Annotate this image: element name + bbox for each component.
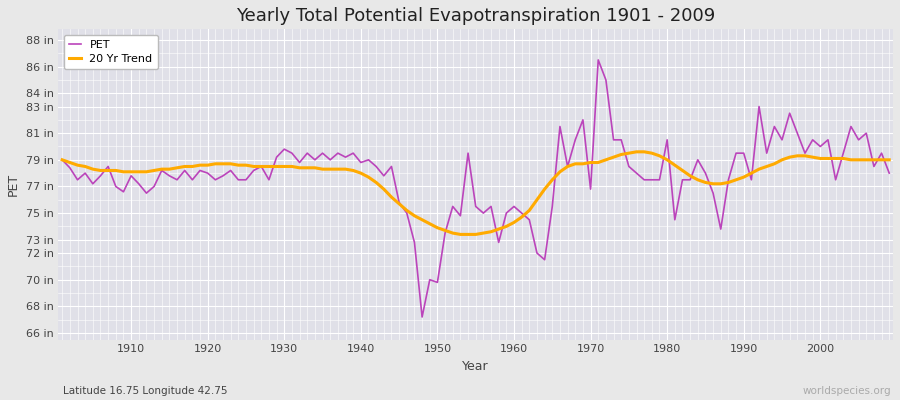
20 Yr Trend bbox=[332, 167, 343, 172]
PET bbox=[286, 151, 297, 156]
Text: Latitude 16.75 Longitude 42.75: Latitude 16.75 Longitude 42.75 bbox=[63, 386, 228, 396]
Line: PET: PET bbox=[62, 60, 889, 317]
PET bbox=[593, 58, 604, 62]
20 Yr Trend bbox=[884, 158, 895, 162]
20 Yr Trend bbox=[608, 155, 619, 160]
PET bbox=[118, 189, 129, 194]
PET bbox=[884, 171, 895, 176]
Line: 20 Yr Trend: 20 Yr Trend bbox=[62, 152, 889, 234]
Text: worldspecies.org: worldspecies.org bbox=[803, 386, 891, 396]
PET bbox=[417, 314, 428, 319]
X-axis label: Year: Year bbox=[463, 360, 489, 373]
Title: Yearly Total Potential Evapotranspiration 1901 - 2009: Yearly Total Potential Evapotranspiratio… bbox=[236, 7, 716, 25]
20 Yr Trend bbox=[631, 150, 642, 154]
PET bbox=[517, 211, 527, 216]
20 Yr Trend bbox=[118, 170, 129, 174]
20 Yr Trend bbox=[508, 220, 519, 225]
20 Yr Trend bbox=[455, 232, 466, 237]
PET bbox=[616, 138, 626, 142]
Y-axis label: PET: PET bbox=[7, 173, 20, 196]
PET bbox=[508, 204, 519, 209]
PET bbox=[57, 158, 68, 162]
20 Yr Trend bbox=[286, 164, 297, 169]
PET bbox=[332, 151, 343, 156]
20 Yr Trend bbox=[57, 158, 68, 162]
Legend: PET, 20 Yr Trend: PET, 20 Yr Trend bbox=[64, 35, 158, 70]
20 Yr Trend bbox=[517, 215, 527, 220]
